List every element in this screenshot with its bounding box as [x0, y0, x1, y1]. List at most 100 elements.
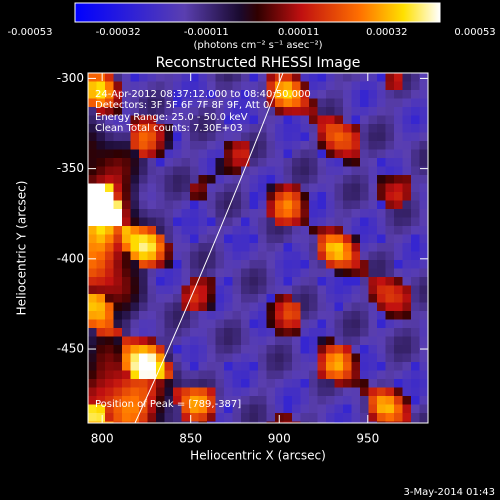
- heatmap-cell: [190, 166, 199, 176]
- heatmap-cell: [334, 141, 344, 150]
- heatmap-cell: [198, 192, 208, 201]
- heatmap-cell: [419, 251, 428, 261]
- heatmap-cell: [198, 166, 208, 176]
- heatmap-cell: [377, 260, 386, 269]
- heatmap-cell: [402, 132, 412, 142]
- colorbar-tick-label: -0.00032: [96, 27, 141, 38]
- heatmap-cell: [283, 226, 293, 235]
- heatmap-cell: [190, 370, 199, 380]
- heatmap-cell: [88, 98, 97, 108]
- heatmap-cell: [360, 200, 369, 210]
- heatmap-cell: [368, 370, 378, 380]
- heatmap-cell: [113, 260, 123, 269]
- heatmap-cell: [241, 73, 250, 82]
- heatmap-cell: [343, 277, 352, 286]
- heatmap-cell: [292, 379, 301, 388]
- heatmap-cell: [156, 336, 165, 346]
- heatmap-cell: [122, 73, 131, 82]
- heatmap-cell: [249, 311, 259, 320]
- heatmap-cell: [147, 200, 157, 210]
- heatmap-cell: [241, 166, 250, 176]
- heatmap-cell: [241, 234, 250, 244]
- heatmap-cell: [300, 277, 310, 286]
- heatmap-cell: [241, 319, 250, 329]
- heatmap-cell: [394, 90, 403, 99]
- heatmap-cell: [164, 277, 174, 286]
- colorbar-tick-label: 0.00032: [366, 27, 407, 38]
- heatmap-cell: [249, 294, 259, 303]
- heatmap-cell: [394, 183, 403, 193]
- heatmap-cell: [326, 209, 335, 218]
- heatmap-cell: [113, 404, 123, 414]
- heatmap-cell: [147, 396, 157, 405]
- heatmap-cell: [147, 362, 157, 371]
- heatmap-cell: [300, 158, 310, 167]
- heatmap-cell: [164, 336, 174, 346]
- heatmap-cell: [156, 81, 165, 91]
- heatmap-cell: [147, 243, 157, 252]
- heatmap-cell: [139, 268, 148, 278]
- heatmap-cell: [105, 387, 114, 397]
- heatmap-cell: [241, 98, 250, 108]
- heatmap-cell: [88, 217, 97, 227]
- heatmap-cell: [241, 251, 250, 261]
- heatmap-cell: [224, 217, 233, 227]
- heatmap-cell: [241, 115, 250, 125]
- heatmap-cell: [385, 277, 395, 286]
- heatmap-cell: [232, 158, 242, 167]
- heatmap-cell: [139, 175, 148, 184]
- heatmap-cell: [105, 98, 114, 108]
- heatmap-cell: [385, 90, 395, 99]
- heatmap-cell: [394, 158, 403, 167]
- heatmap-cell: [300, 81, 310, 91]
- heatmap-cell: [258, 353, 267, 363]
- heatmap-cell: [258, 132, 267, 142]
- heatmap-cell: [343, 311, 352, 320]
- heatmap-cell: [198, 362, 208, 371]
- heatmap-cell: [190, 107, 199, 116]
- heatmap-cell: [96, 90, 106, 99]
- heatmap-cell: [419, 319, 428, 329]
- heatmap-cell: [258, 183, 267, 193]
- heatmap-cell: [139, 98, 148, 108]
- heatmap-cell: [190, 192, 199, 201]
- heatmap-cell: [343, 396, 352, 405]
- heatmap-cell: [224, 345, 233, 354]
- heatmap-cell: [351, 379, 361, 388]
- heatmap-cell: [428, 260, 437, 269]
- heatmap-cell: [190, 413, 199, 422]
- heatmap-cell: [96, 260, 106, 269]
- heatmap-cell: [113, 183, 123, 193]
- heatmap-cell: [317, 81, 327, 91]
- heatmap-cell: [96, 149, 106, 159]
- heatmap-cell: [334, 192, 344, 201]
- heatmap-cell: [181, 336, 191, 346]
- heatmap-cell: [215, 387, 225, 397]
- heatmap-cell: [122, 132, 131, 142]
- heatmap-cell: [105, 277, 114, 286]
- heatmap-cell: [309, 379, 318, 388]
- heatmap-cell: [232, 132, 242, 142]
- heatmap-cell: [147, 234, 157, 244]
- heatmap-cell: [122, 192, 131, 201]
- heatmap-cell: [360, 107, 369, 116]
- heatmap-cell: [300, 243, 310, 252]
- heatmap-cell: [343, 302, 352, 312]
- heatmap-cell: [241, 132, 250, 142]
- colorbar-tick-label: 0.00053: [454, 27, 495, 38]
- heatmap-cell: [122, 149, 131, 159]
- heatmap-cell: [113, 124, 123, 133]
- annotation: Detectors: 3F 5F 6F 7F 8F 9F, Att 0: [95, 100, 269, 111]
- heatmap-cell: [105, 81, 114, 91]
- heatmap-cell: [190, 81, 199, 91]
- heatmap-cell: [317, 413, 327, 422]
- heatmap-cell: [198, 149, 208, 159]
- heatmap-cell: [428, 133, 437, 142]
- heatmap-cell: [283, 234, 293, 244]
- heatmap-cell: [130, 124, 140, 133]
- heatmap-cell: [190, 302, 199, 312]
- heatmap-cell: [232, 404, 242, 414]
- heatmap-cell: [428, 286, 437, 295]
- heatmap-cell: [207, 285, 216, 295]
- heatmap-cell: [334, 370, 344, 380]
